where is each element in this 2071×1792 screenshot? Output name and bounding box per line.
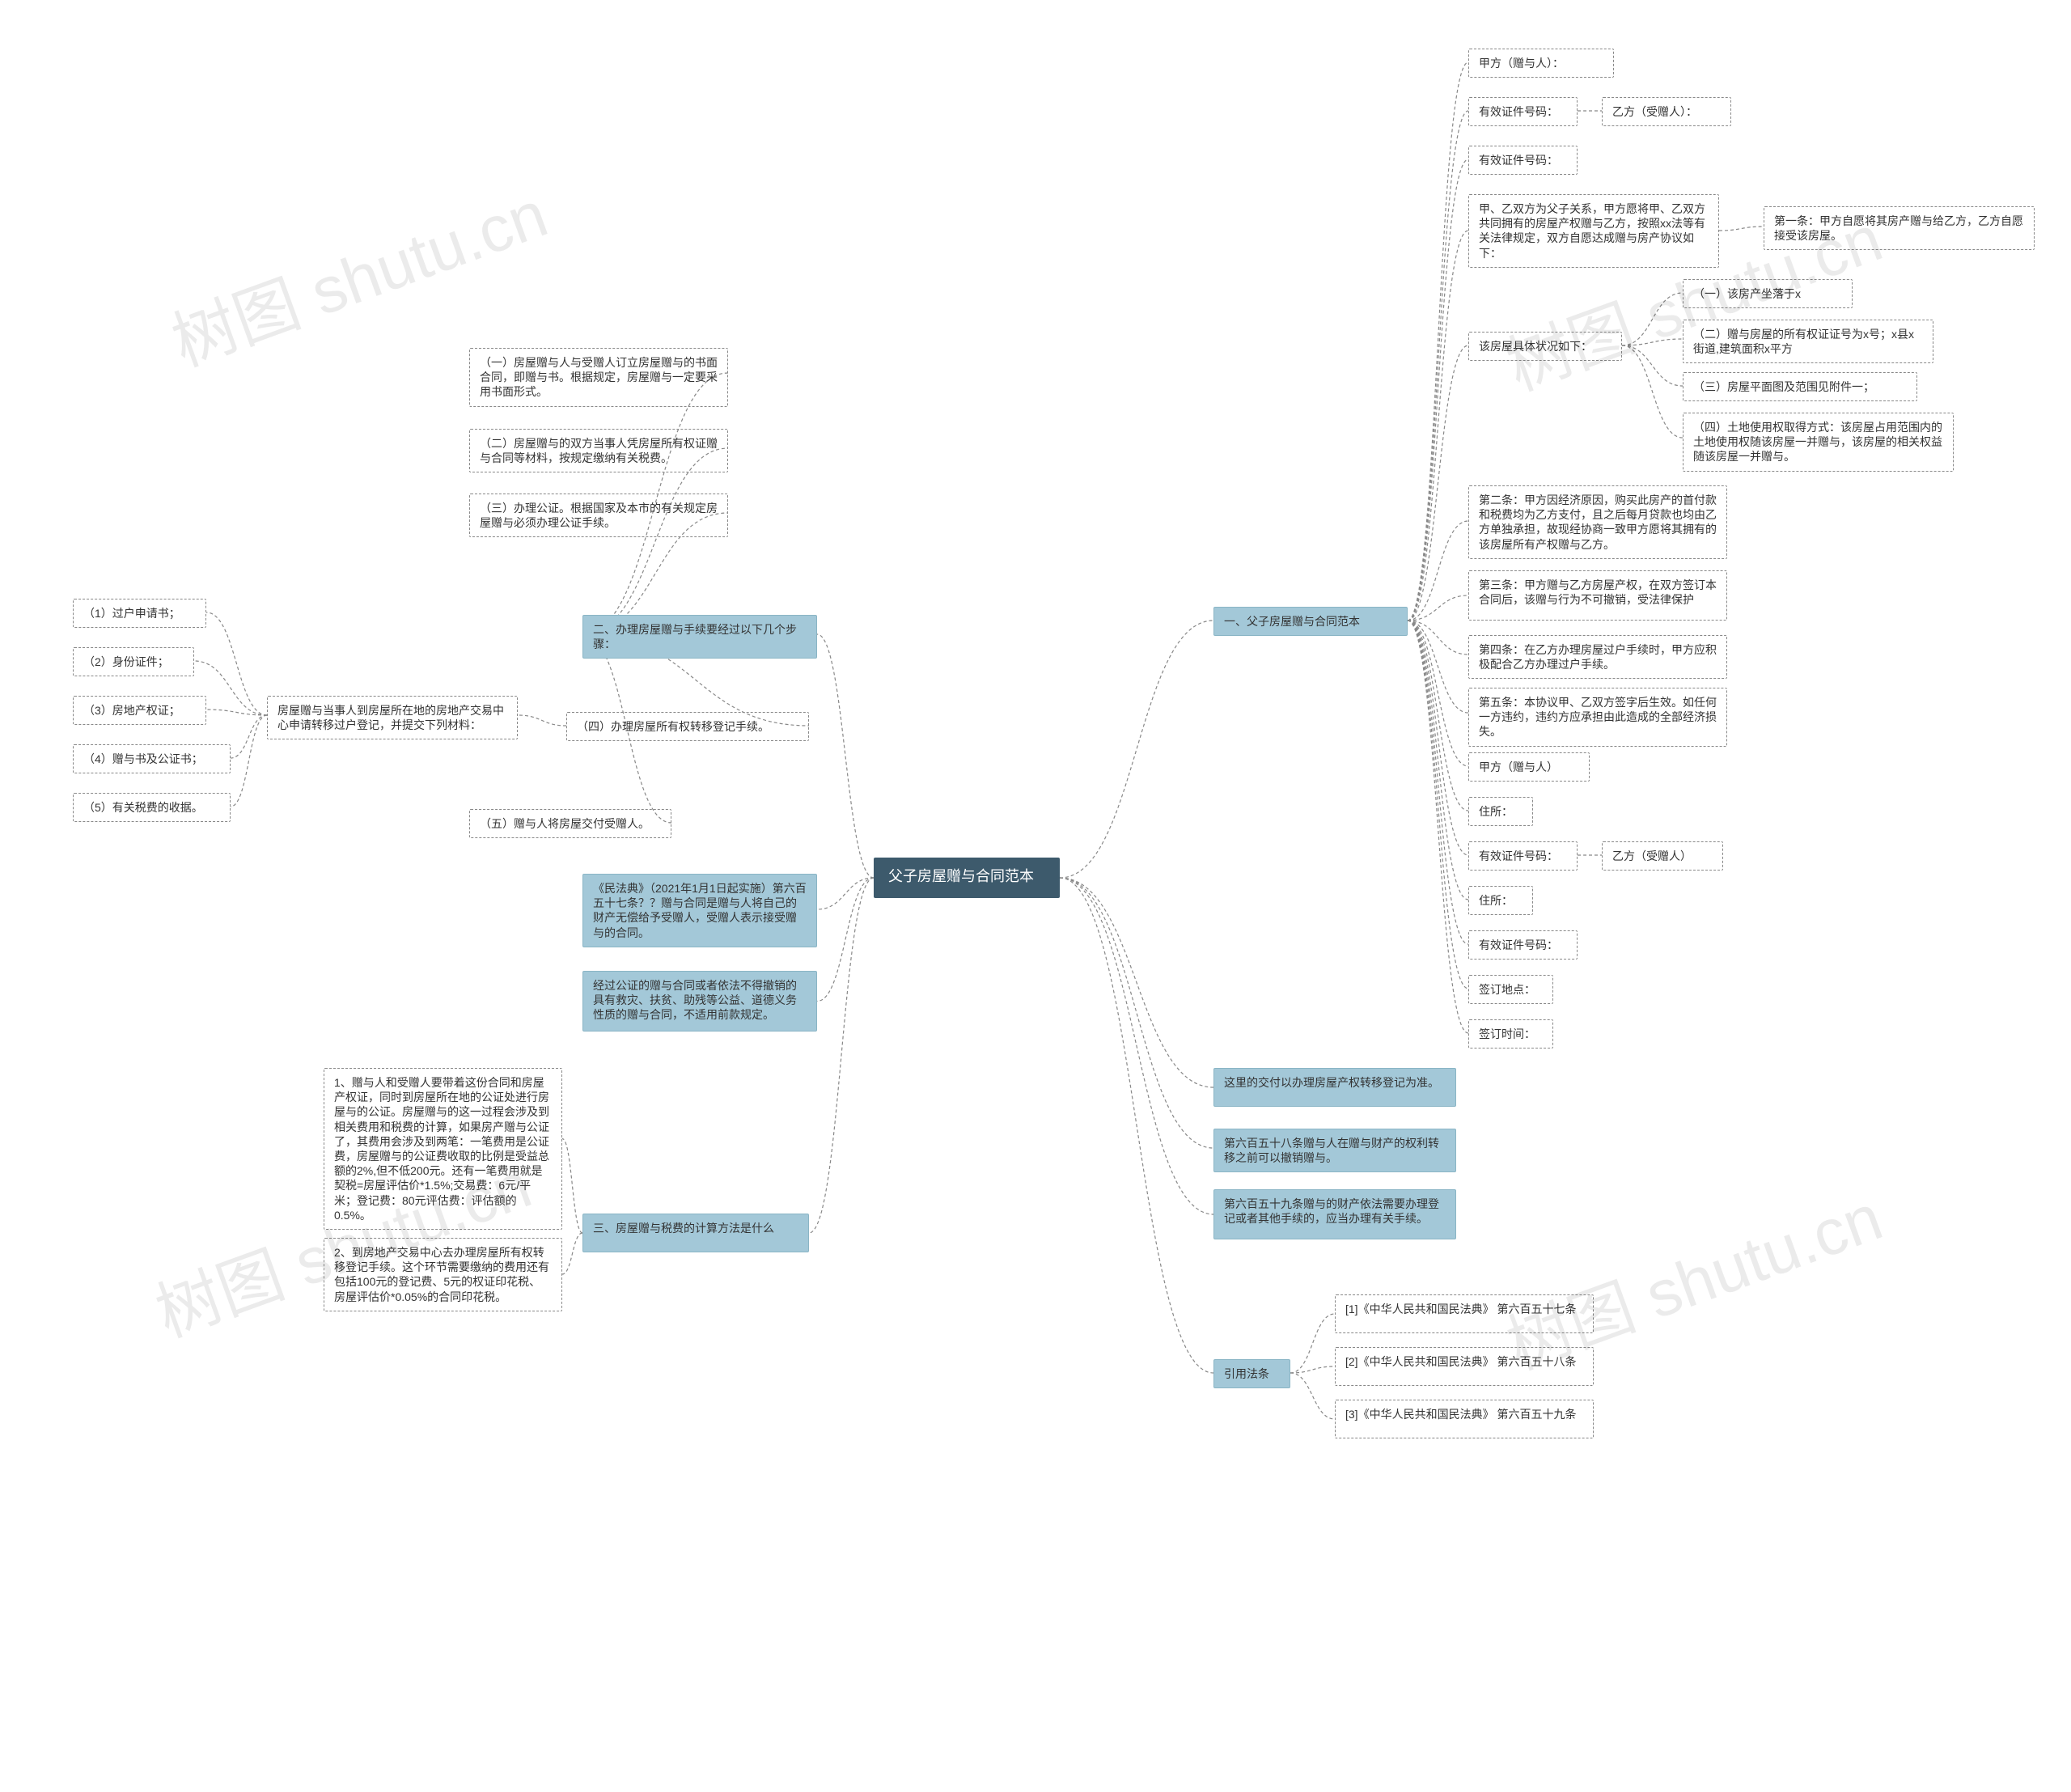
- node-s_deliver: 这里的交付以办理房屋产权转移登记为准。: [1213, 1068, 1456, 1107]
- node-s1_e: 第三条：甲方赠与乙方房屋产权，在双方签订本合同后，该赠与行为不可撤销，受法律保护: [1468, 570, 1727, 621]
- node-s1_j2: 乙方（受赠人）: [1602, 841, 1723, 871]
- connector: [1408, 621, 1468, 811]
- connector: [562, 1233, 582, 1274]
- node-s1_c3: （三）房屋平面图及范围见附件一；: [1683, 372, 1917, 401]
- node-s_659: 第六百五十九条赠与的财产依法需要办理登记或者其他手续的，应当办理有关手续。: [1213, 1189, 1456, 1239]
- node-s2_3: （三）办理公证。根据国家及本市的有关规定房屋赠与必须办理公证手续。: [469, 494, 728, 537]
- node-s1_k: 住所：: [1468, 886, 1533, 915]
- node-s2_4a3: （3）房地产权证；: [73, 696, 206, 725]
- connector: [231, 715, 267, 807]
- node-s1_a1: 甲方（赠与人）：: [1468, 49, 1614, 78]
- node-s1_c4: （四）土地使用权取得方式：该房屋占用范围内的土地使用权随该房屋一并赠与，该房屋的…: [1683, 413, 1954, 472]
- connector: [1622, 345, 1683, 386]
- node-s2_1: （一）房屋赠与人与受赠人订立房屋赠与的书面合同，即赠与书。根据规定，房屋赠与一定…: [469, 348, 728, 407]
- connector: [206, 710, 267, 715]
- connector: [1408, 621, 1468, 900]
- connector: [1408, 621, 1468, 989]
- connector: [1408, 231, 1468, 621]
- node-s_ref3: [3]《中华人民共和国民法典》 第六百五十九条: [1335, 1400, 1594, 1438]
- connector: [1408, 159, 1468, 621]
- connector: [1060, 878, 1213, 1087]
- node-s2_4: （四）办理房屋所有权转移登记手续。: [566, 712, 809, 741]
- node-s1_a2: 有效证件号码：: [1468, 97, 1578, 126]
- connector: [231, 715, 267, 758]
- connector: [1408, 521, 1468, 621]
- connector: [1408, 621, 1468, 713]
- node-s_658: 第六百五十八条赠与人在赠与财产的权利转移之前可以撤销赠与。: [1213, 1129, 1456, 1172]
- connector: [817, 878, 874, 909]
- connector: [1290, 1366, 1335, 1373]
- connector: [1408, 621, 1468, 655]
- connector: [1408, 621, 1468, 1033]
- connector: [1622, 293, 1683, 345]
- connector: [1408, 621, 1468, 766]
- node-s_ref: 引用法条: [1213, 1359, 1290, 1388]
- connector: [1408, 595, 1468, 621]
- connector: [817, 634, 874, 878]
- connector: [1408, 62, 1468, 621]
- node-s_ref1: [1]《中华人民共和国民法典》 第六百五十七条: [1335, 1294, 1594, 1333]
- node-s1_n: 签订时间：: [1468, 1019, 1553, 1049]
- node-s2_4a1: （1）过户申请书；: [73, 599, 206, 628]
- connector: [206, 612, 267, 715]
- node-s1_m: 签订地点：: [1468, 975, 1553, 1004]
- connector: [1060, 621, 1213, 878]
- node-s1_c2: （二）赠与房屋的所有权证证号为x号；x县x街道,建筑面积x平方: [1683, 320, 1933, 363]
- connector: [1622, 339, 1683, 345]
- node-s3: 三、房屋赠与税费的计算方法是什么: [582, 1214, 809, 1252]
- connector: [817, 878, 874, 1002]
- node-s1_a3: 有效证件号码：: [1468, 146, 1578, 175]
- connector: [1408, 621, 1468, 944]
- node-s_ref2: [2]《中华人民共和国民法典》 第六百五十八条: [1335, 1347, 1594, 1386]
- connector: [1060, 878, 1213, 1214]
- connector: [1719, 227, 1764, 231]
- node-s_657b: 经过公证的赠与合同或者依法不得撤销的具有救灾、扶贫、助残等公益、道德义务性质的赠…: [582, 971, 817, 1032]
- connector: [809, 878, 874, 1233]
- node-s2_4a: 房屋赠与当事人到房屋所在地的房地产交易中心申请转移过户登记，并提交下列材料：: [267, 696, 518, 739]
- node-s2_4a5: （5）有关税费的收据。: [73, 793, 231, 822]
- node-s1_a2b: 乙方（受赠人）：: [1602, 97, 1731, 126]
- connector: [518, 715, 566, 726]
- node-s1_b: 甲、乙双方为父子关系，甲方愿将甲、乙双方共同拥有的房屋产权赠与乙方，按照xx法等…: [1468, 194, 1719, 268]
- node-s2: 二、办理房屋赠与手续要经过以下几个步骤：: [582, 615, 817, 659]
- connector: [1060, 878, 1213, 1373]
- connector: [582, 448, 728, 634]
- connector: [1408, 621, 1468, 855]
- connector: [1408, 111, 1468, 621]
- connector: [1290, 1314, 1335, 1373]
- connector: [1060, 878, 1213, 1148]
- node-s1_j: 有效证件号码：: [1468, 841, 1578, 871]
- node-s1_l: 有效证件号码：: [1468, 930, 1578, 960]
- node-s2_4a2: （2）身份证件；: [73, 647, 194, 676]
- node-s1_b1: 第一条：甲方自愿将其房产赠与给乙方，乙方自愿接受该房屋。: [1764, 206, 2035, 250]
- connector: [562, 1139, 582, 1234]
- node-s3_1: 1、赠与人和受赠人要带着这份合同和房屋产权证，同时到房屋所在地的公证处进行房屋与…: [324, 1068, 562, 1230]
- node-s1_d: 第二条：甲方因经济原因，购买此房产的首付款和税费均为乙方支付，且之后每月贷款也均…: [1468, 485, 1727, 559]
- node-s1_c1: （一）该房产坐落于x: [1683, 279, 1853, 308]
- node-s1_h: 甲方（赠与人）: [1468, 752, 1590, 782]
- connector: [1290, 1373, 1335, 1419]
- node-s1_g: 第五条：本协议甲、乙双方签字后生效。如任何一方违约，违约方应承担由此造成的全部经…: [1468, 688, 1727, 747]
- node-s2_5: （五）赠与人将房屋交付受赠人。: [469, 809, 671, 838]
- node-s1_c: 该房屋具体状况如下：: [1468, 332, 1622, 361]
- node-s1_i: 住所：: [1468, 797, 1533, 826]
- connector: [1622, 345, 1683, 438]
- node-s1_f: 第四条：在乙方办理房屋过户手续时，甲方应积极配合乙方办理过户手续。: [1468, 635, 1727, 679]
- connector: [1408, 345, 1468, 621]
- node-s1: 一、父子房屋赠与合同范本: [1213, 607, 1408, 636]
- node-s_657a: 《民法典》（2021年1月1日起实施）第六百五十七条？？赠与合同是赠与人将自己的…: [582, 874, 817, 947]
- node-root: 父子房屋赠与合同范本: [874, 858, 1060, 898]
- node-s3_2: 2、到房地产交易中心去办理房屋所有权转移登记手续。这个环节需要缴纳的费用还有包括…: [324, 1238, 562, 1311]
- node-s2_2: （二）房屋赠与的双方当事人凭房屋所有权证赠与合同等材料，按规定缴纳有关税费。: [469, 429, 728, 472]
- node-s2_4a4: （4）赠与书及公证书；: [73, 744, 231, 773]
